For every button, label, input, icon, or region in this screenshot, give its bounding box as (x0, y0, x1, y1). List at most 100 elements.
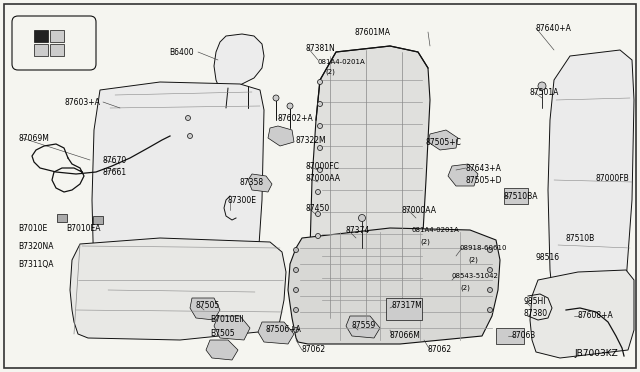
Circle shape (273, 95, 279, 101)
Text: 87501A: 87501A (530, 87, 559, 96)
Circle shape (294, 247, 298, 253)
Text: B7311QA: B7311QA (18, 260, 54, 269)
Bar (34, 30, 48, 42)
Polygon shape (548, 50, 634, 298)
Text: 87374: 87374 (346, 225, 371, 234)
Polygon shape (248, 174, 272, 192)
Text: 87603+A: 87603+A (64, 97, 100, 106)
Text: 87602+A: 87602+A (278, 113, 314, 122)
Text: 87000AA: 87000AA (402, 205, 437, 215)
Text: B7010EA: B7010EA (66, 224, 100, 232)
Text: 87000AA: 87000AA (306, 173, 341, 183)
Circle shape (488, 288, 493, 292)
Circle shape (358, 215, 365, 221)
Polygon shape (530, 270, 634, 358)
Text: 87000FB: 87000FB (596, 173, 630, 183)
Text: 87643+A: 87643+A (466, 164, 502, 173)
Text: JB7003KZ: JB7003KZ (574, 350, 618, 359)
Circle shape (317, 145, 323, 151)
Polygon shape (268, 126, 294, 146)
Text: 87063: 87063 (512, 331, 536, 340)
Circle shape (488, 247, 493, 253)
Polygon shape (310, 46, 430, 322)
Bar (386, 298, 422, 320)
Text: 87640+A: 87640+A (536, 23, 572, 32)
Polygon shape (70, 238, 286, 340)
Polygon shape (288, 228, 500, 344)
Polygon shape (92, 82, 264, 302)
Polygon shape (448, 164, 478, 186)
Text: 87300E: 87300E (228, 196, 257, 205)
Text: 87505+C: 87505+C (426, 138, 462, 147)
Text: (2): (2) (460, 285, 470, 291)
Circle shape (316, 189, 321, 195)
Bar (496, 328, 524, 344)
Circle shape (287, 103, 293, 109)
Text: 87069M: 87069M (18, 134, 49, 142)
Polygon shape (214, 34, 264, 90)
Circle shape (317, 167, 323, 173)
Circle shape (294, 288, 298, 292)
Text: 87510BA: 87510BA (504, 192, 538, 201)
Text: 87559: 87559 (352, 321, 376, 330)
Text: B7320NA: B7320NA (18, 241, 54, 250)
Text: 08543-51042: 08543-51042 (452, 273, 499, 279)
Bar (57, 214, 67, 222)
Text: 87317M: 87317M (392, 301, 423, 311)
Text: B6400: B6400 (170, 48, 194, 57)
Text: 98516: 98516 (536, 253, 560, 263)
Polygon shape (346, 316, 380, 338)
Text: 87062: 87062 (428, 346, 452, 355)
Bar (34, 44, 48, 56)
Text: 87380: 87380 (524, 310, 548, 318)
Text: 081A4-0201A: 081A4-0201A (318, 59, 365, 65)
Polygon shape (206, 340, 238, 360)
Text: (2): (2) (420, 239, 430, 245)
Circle shape (317, 124, 323, 128)
Text: 87670: 87670 (102, 155, 126, 164)
Text: 87601MA: 87601MA (355, 28, 391, 36)
Bar (504, 188, 528, 204)
Circle shape (186, 115, 191, 121)
Polygon shape (214, 316, 250, 340)
Text: 87505: 87505 (196, 301, 220, 311)
Circle shape (317, 80, 323, 84)
Circle shape (488, 267, 493, 273)
Circle shape (188, 134, 193, 138)
Text: 87505+D: 87505+D (466, 176, 502, 185)
Text: 87381N: 87381N (306, 44, 336, 52)
Circle shape (294, 267, 298, 273)
Text: 87661: 87661 (102, 167, 126, 176)
Text: 87000FC: 87000FC (306, 161, 340, 170)
Text: 08918-60610: 08918-60610 (460, 245, 508, 251)
Text: 87510B: 87510B (566, 234, 595, 243)
Text: 87506+A: 87506+A (266, 326, 302, 334)
Text: (2): (2) (325, 69, 335, 75)
Text: 87450: 87450 (306, 203, 330, 212)
Text: (2): (2) (468, 257, 478, 263)
Text: B7010EII: B7010EII (210, 315, 244, 324)
Circle shape (488, 308, 493, 312)
Text: 87066M: 87066M (390, 331, 421, 340)
Text: 081A4-0201A: 081A4-0201A (412, 227, 460, 233)
Text: B7505: B7505 (210, 330, 235, 339)
Bar (93, 216, 103, 224)
Circle shape (294, 327, 298, 333)
Circle shape (294, 308, 298, 312)
Text: B7010E: B7010E (18, 224, 47, 232)
Circle shape (317, 102, 323, 106)
Circle shape (316, 212, 321, 217)
Text: 87322M: 87322M (296, 135, 326, 144)
Bar (50, 30, 64, 42)
Text: 87358: 87358 (240, 177, 264, 186)
Polygon shape (428, 130, 458, 150)
Text: 87608+A: 87608+A (578, 311, 614, 321)
Circle shape (316, 234, 321, 238)
FancyBboxPatch shape (12, 16, 96, 70)
Polygon shape (190, 298, 220, 320)
Polygon shape (258, 322, 294, 344)
Text: 985HI: 985HI (524, 298, 547, 307)
Bar (50, 44, 64, 56)
Circle shape (538, 82, 546, 90)
Text: 87062: 87062 (302, 346, 326, 355)
